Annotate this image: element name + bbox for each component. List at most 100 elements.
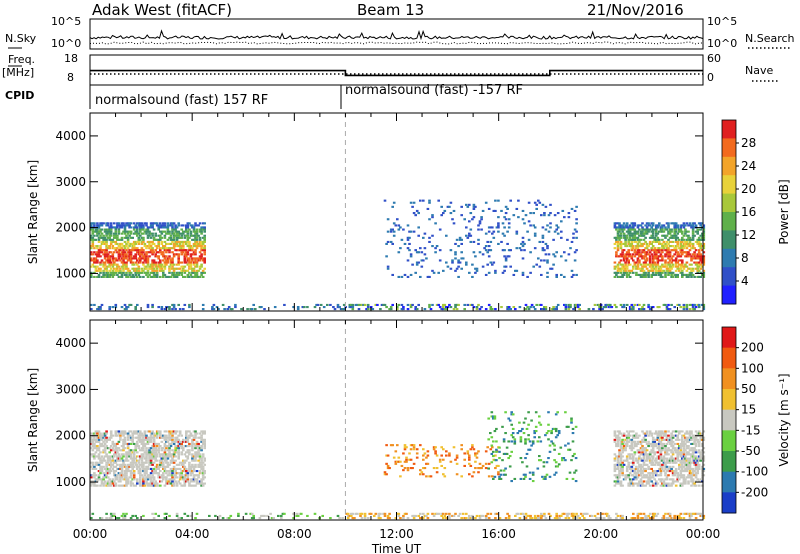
echo-cell	[203, 249, 206, 252]
echo-cell	[292, 306, 295, 309]
echo-cell	[651, 255, 655, 258]
echo-cell	[699, 263, 702, 266]
echo-cell	[468, 462, 471, 465]
echo-cell	[195, 445, 199, 448]
echo-cell	[154, 238, 157, 241]
echo-cell	[162, 478, 165, 481]
echo-cell	[111, 442, 115, 445]
echo-cell	[119, 226, 122, 229]
echo-cell	[682, 242, 686, 245]
echo-cell	[111, 259, 115, 262]
echo-cell	[175, 463, 179, 466]
echo-cell	[659, 226, 663, 229]
echo-cell	[647, 249, 650, 252]
echo-cell	[633, 303, 637, 306]
echo-cell	[702, 269, 706, 272]
echo-cell	[131, 436, 134, 439]
echo-cell	[691, 228, 695, 231]
echo-cell	[113, 465, 116, 468]
echo-cell	[553, 308, 557, 311]
echo-cell	[625, 230, 629, 233]
echo-cell	[139, 249, 142, 252]
echo-cell	[639, 275, 643, 278]
echo-cell	[171, 271, 174, 274]
echo-cell	[129, 242, 133, 245]
echo-cell	[100, 482, 104, 485]
echo-cell	[635, 436, 638, 439]
echo-cell	[537, 199, 540, 202]
echo-cell	[99, 308, 102, 311]
echo-cell	[123, 255, 127, 258]
echo-cell	[119, 484, 122, 487]
echo-cell	[114, 230, 118, 233]
echo-cell	[676, 449, 679, 452]
echo-cell	[460, 444, 463, 447]
echo-cell	[134, 445, 137, 448]
echo-cell	[662, 442, 666, 445]
echo-cell	[622, 459, 626, 462]
echo-cell	[693, 234, 696, 237]
echo-cell	[691, 308, 695, 311]
echo-cell	[685, 240, 689, 243]
echo-cell	[624, 261, 627, 264]
echo-cell	[632, 306, 635, 309]
echo-cell	[625, 271, 629, 274]
echo-cell	[648, 224, 652, 227]
echo-cell	[151, 222, 154, 225]
echo-cell	[109, 465, 113, 468]
echo-cell	[129, 230, 133, 233]
echo-cell	[143, 230, 147, 233]
echo-cell	[177, 451, 180, 454]
echo-cell	[435, 471, 439, 474]
echo-cell	[200, 438, 203, 441]
echo-cell	[129, 303, 133, 306]
echo-cell	[702, 303, 706, 306]
echo-cell	[546, 259, 549, 262]
echo-cell	[134, 255, 137, 258]
echo-cell	[544, 308, 548, 311]
echo-cell	[114, 234, 118, 237]
echo-cell	[622, 303, 626, 306]
echo-cell	[194, 465, 197, 468]
echo-cell	[175, 484, 179, 487]
echo-cell	[541, 203, 545, 206]
echo-cell	[175, 267, 179, 270]
echo-cell	[694, 230, 698, 233]
echo-cell	[691, 478, 695, 481]
echo-cell	[621, 249, 624, 252]
echo-cell	[146, 467, 150, 470]
echo-cell	[105, 474, 108, 477]
echo-cell	[182, 251, 185, 254]
echo-cell	[166, 275, 170, 278]
echo-cell	[678, 467, 681, 470]
echo-cell	[90, 222, 93, 225]
echo-cell	[180, 271, 183, 274]
noise-right-top-tick: 10^5	[707, 15, 738, 28]
echo-cell	[655, 273, 658, 276]
echo-cell	[625, 226, 629, 229]
echo-cell	[465, 263, 468, 266]
echo-cell	[125, 474, 128, 477]
echo-cell	[668, 271, 672, 274]
echo-cell	[136, 455, 139, 458]
echo-cell	[111, 271, 115, 274]
echo-cell	[134, 463, 137, 466]
echo-cell	[693, 255, 696, 258]
echo-cell	[636, 461, 640, 464]
echo-cell	[567, 212, 571, 215]
echo-cell	[644, 484, 647, 487]
echo-cell	[702, 451, 706, 454]
echo-cell	[117, 257, 121, 260]
echo-cell	[168, 251, 171, 254]
echo-cell	[146, 440, 150, 443]
echo-cell	[163, 261, 167, 264]
echo-cell	[642, 242, 646, 245]
echo-cell	[185, 253, 188, 256]
echo-cell	[678, 438, 681, 441]
echo-cell	[696, 440, 699, 443]
echo-cell	[625, 440, 629, 443]
echo-cell	[468, 232, 471, 235]
echo-cell	[468, 234, 471, 237]
echo-cell	[154, 434, 157, 437]
echo-cell	[688, 273, 692, 276]
